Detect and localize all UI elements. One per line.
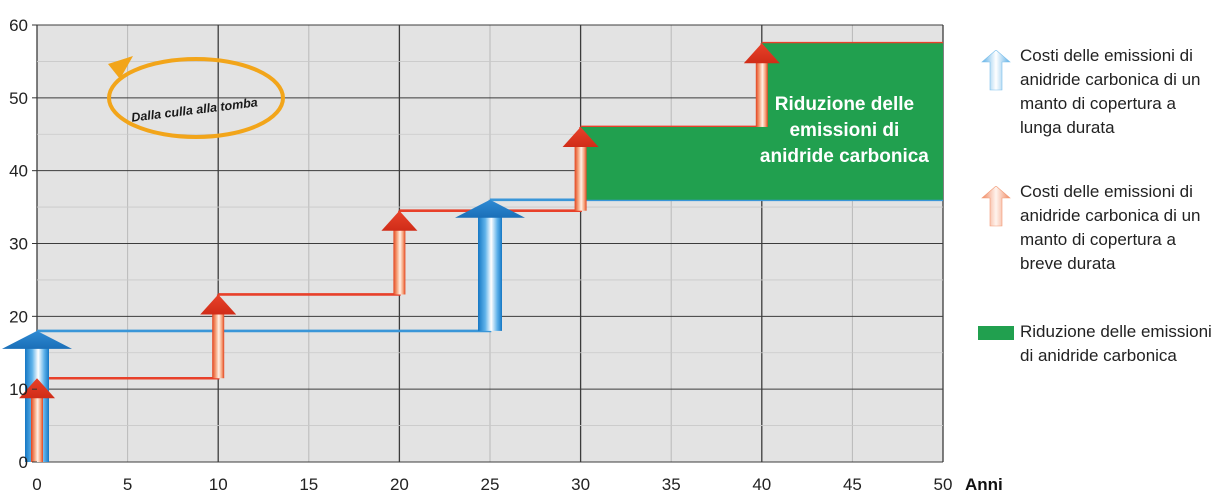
cradle-loop <box>107 57 285 139</box>
axes: 0 10 20 30 40 50 60 0 5 10 15 20 25 30 35 40 45 50 Anni <box>9 16 1003 494</box>
y-tick-label: 0 <box>19 453 28 472</box>
y-tick-label: 40 <box>9 162 28 181</box>
arrow-head <box>381 210 418 231</box>
arrow-head <box>19 378 55 399</box>
x-tick-label: 15 <box>299 475 318 494</box>
arrow-shaft <box>31 397 43 462</box>
arrows <box>2 43 780 462</box>
arrow-shaft <box>212 313 225 379</box>
red-arrow <box>19 378 55 462</box>
x-tick-label: 30 <box>571 475 590 494</box>
reduction-area-label: emissioni di <box>789 120 899 141</box>
arrow-head <box>743 43 780 64</box>
x-tick-label: 5 <box>123 475 132 494</box>
arrow-shaft <box>393 229 406 295</box>
x-tick-label: 50 <box>934 475 953 494</box>
green-square-icon <box>978 326 1014 340</box>
arrow-shaft <box>478 216 502 331</box>
arrow-shaft <box>574 145 587 211</box>
cradle-loop-arrowhead <box>108 56 133 79</box>
red-arrow-icon <box>981 186 1011 227</box>
blue-arrow <box>455 199 525 331</box>
y-tick-label: 10 <box>9 380 28 399</box>
x-tick-label: 25 <box>481 475 500 494</box>
arrow-head <box>200 294 237 315</box>
x-tick-label: 0 <box>32 475 41 494</box>
x-tick-label: 10 <box>209 475 228 494</box>
red-arrow <box>562 126 599 211</box>
reduction-area-label: anidride carbonica <box>760 146 929 167</box>
arrow-head <box>455 199 525 218</box>
red-arrow <box>381 210 418 295</box>
x-axis-label: Anni <box>965 475 1003 494</box>
y-tick-label: 60 <box>9 16 28 35</box>
x-tick-label: 35 <box>662 475 681 494</box>
arrow-head <box>2 330 72 349</box>
legend-label: Costi delle emissioni di anidride carbon… <box>1020 46 1201 137</box>
x-tick-label: 45 <box>843 475 862 494</box>
y-tick-label: 50 <box>9 89 28 108</box>
legend-label: Costi delle emissioni di anidride carbon… <box>1020 182 1201 273</box>
x-tick-label: 20 <box>390 475 409 494</box>
red-arrow <box>743 43 780 127</box>
y-tick-label: 20 <box>9 307 28 326</box>
blue-arrow-icon <box>981 50 1011 91</box>
legend-label: Riduzione delle emissioni di anidride ca… <box>1020 322 1212 365</box>
reduction-area-label: Riduzione delle <box>775 94 914 115</box>
y-tick-label: 30 <box>9 235 28 254</box>
red-arrow <box>200 294 237 379</box>
arrow-head <box>562 126 599 147</box>
arrow-shaft <box>755 62 768 127</box>
x-tick-label: 40 <box>752 475 771 494</box>
